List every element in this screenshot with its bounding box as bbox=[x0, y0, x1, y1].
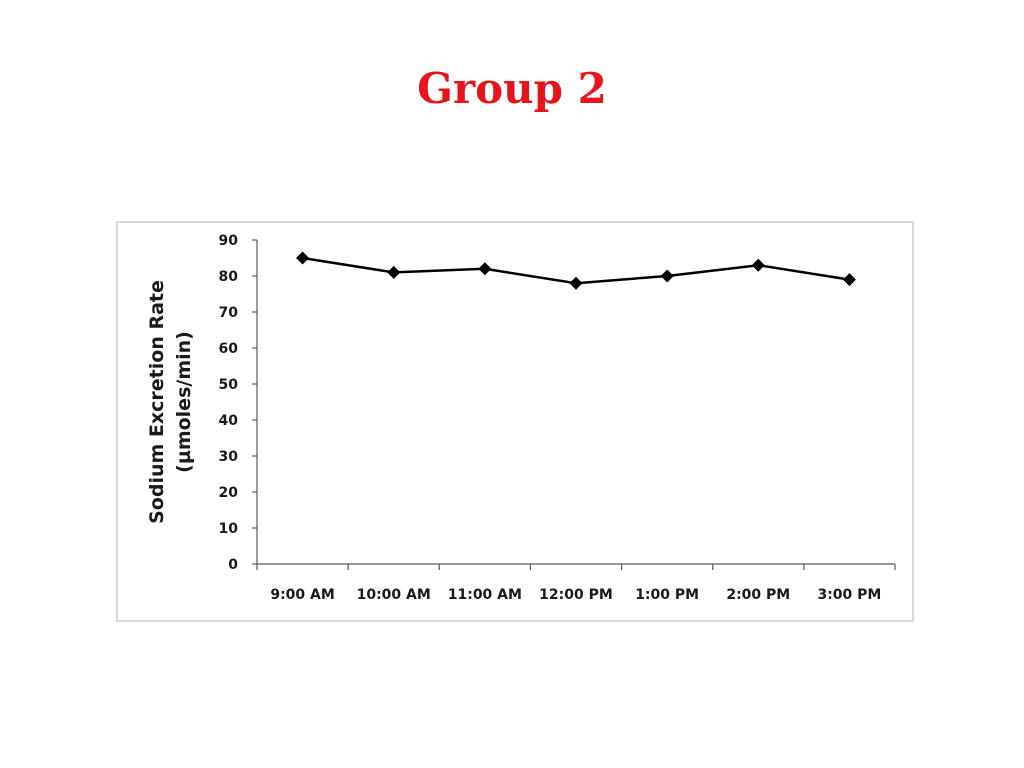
y-tick-label: 20 bbox=[219, 485, 239, 501]
data-point-marker bbox=[387, 265, 401, 279]
y-axis: 0 10 20 30 40 50 60 70 80 90 bbox=[219, 233, 258, 573]
x-tick-label: 11:00 AM bbox=[448, 587, 522, 603]
x-tick-label: 2:00 PM bbox=[726, 587, 790, 603]
data-series bbox=[296, 251, 856, 290]
y-tick-label: 30 bbox=[219, 449, 239, 465]
x-tick-label: 9:00 AM bbox=[270, 587, 334, 603]
x-tick-label: 3:00 PM bbox=[817, 587, 881, 603]
y-tick-label: 0 bbox=[228, 557, 238, 573]
y-tick-label: 50 bbox=[219, 377, 239, 393]
y-tick-label: 40 bbox=[219, 413, 239, 429]
y-tick-label: 60 bbox=[219, 341, 239, 357]
x-tick-label: 12:00 PM bbox=[539, 587, 613, 603]
data-point-marker bbox=[569, 276, 583, 290]
y-tick-label: 10 bbox=[219, 521, 239, 537]
y-tick-label: 80 bbox=[219, 269, 239, 285]
x-axis: 9:00 AM 10:00 AM 11:00 AM 12:00 PM 1:00 PM 2:… bbox=[256, 563, 896, 603]
data-point-marker bbox=[751, 258, 765, 272]
y-tick-label: 70 bbox=[219, 305, 239, 321]
data-point-marker bbox=[842, 273, 856, 287]
y-axis-title-line2: (µmoles/min) bbox=[173, 331, 195, 473]
chart-frame bbox=[116, 221, 914, 622]
data-point-marker bbox=[296, 251, 310, 265]
x-tick-label: 10:00 AM bbox=[357, 587, 431, 603]
slide-title: Group 2 bbox=[417, 64, 607, 113]
data-point-marker bbox=[660, 269, 674, 283]
data-point-marker bbox=[478, 262, 492, 276]
y-axis-title: Sodium Excretion Rate (µmoles/min) bbox=[146, 280, 195, 524]
x-tick-label: 1:00 PM bbox=[635, 587, 699, 603]
y-axis-title-line1: Sodium Excretion Rate bbox=[146, 280, 168, 524]
y-tick-label: 90 bbox=[219, 233, 239, 249]
